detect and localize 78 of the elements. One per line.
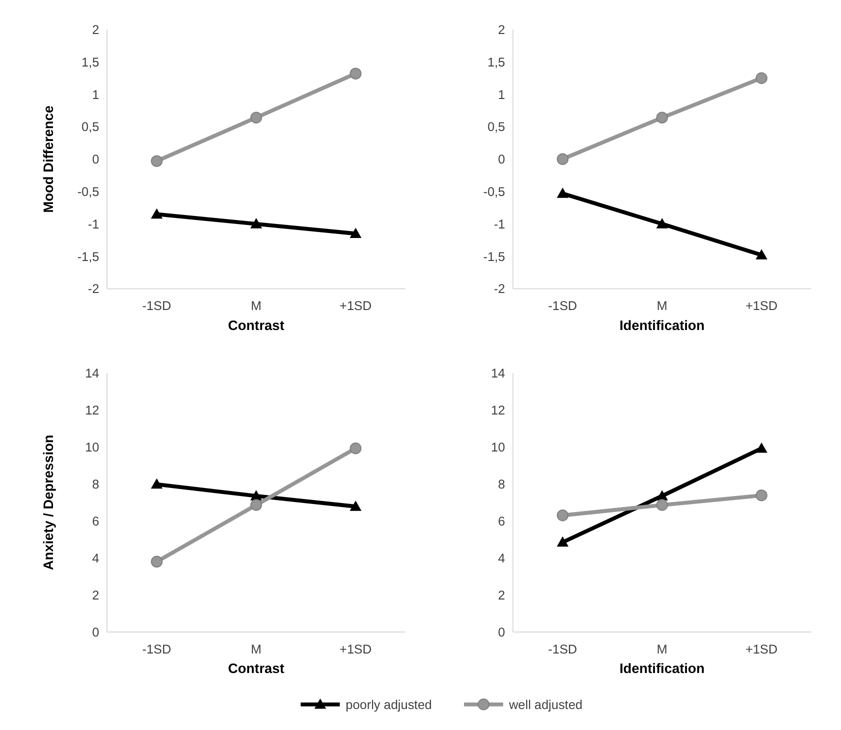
y-tick-label: 1 — [498, 86, 506, 102]
y-tick-label: 0 — [92, 624, 100, 640]
y-tick-label: -1 — [88, 216, 100, 232]
point — [556, 153, 569, 165]
point — [250, 218, 262, 228]
point — [150, 478, 163, 489]
point — [556, 536, 569, 547]
point — [656, 218, 668, 228]
y-tick-label: 2 — [498, 22, 506, 37]
y-tick-label: 1,5 — [82, 54, 100, 70]
point — [350, 500, 362, 511]
x-axis-title: Contrast — [228, 318, 285, 333]
y-tick-label: 4 — [498, 550, 506, 566]
x-tick-label: -1SD — [548, 298, 578, 314]
y-tick-label: 0 — [92, 152, 100, 167]
y-tick-label: 12 — [85, 402, 100, 418]
y-axis-title: Mood Difference — [41, 105, 56, 213]
y-tick-label: 12 — [490, 402, 506, 418]
point — [656, 499, 668, 511]
point — [350, 442, 362, 454]
x-tick-label: -1SD — [142, 298, 172, 314]
y-tick-label: 2 — [498, 587, 506, 602]
y-tick-label: 10 — [490, 439, 506, 454]
point — [756, 249, 768, 260]
point — [350, 228, 362, 238]
point — [656, 112, 668, 124]
x-tick-label: M — [250, 642, 262, 657]
x-tick-label: M — [656, 298, 668, 314]
x-tick-label: M — [250, 298, 262, 314]
y-tick-label: 8 — [498, 476, 506, 492]
y-tick-label: 0 — [498, 624, 506, 640]
x-axis-title: Contrast — [228, 661, 285, 676]
x-tick-label: M — [656, 642, 668, 657]
y-tick-label: -1,5 — [483, 248, 506, 264]
x-tick-label: -1SD — [142, 642, 172, 657]
y-tick-label: -2 — [88, 281, 100, 296]
y-tick-label: 1,5 — [487, 54, 506, 70]
point — [656, 490, 668, 500]
y-tick-label: -1 — [494, 216, 506, 232]
x-axis-title: Identification — [620, 318, 705, 333]
point — [150, 556, 163, 568]
y-tick-label: 14 — [85, 365, 100, 380]
point — [150, 155, 163, 167]
point — [756, 72, 768, 84]
point — [756, 442, 768, 453]
y-tick-label: 0,5 — [82, 119, 100, 134]
y-tick-label: 10 — [85, 439, 100, 454]
y-tick-label: -1,5 — [77, 248, 100, 264]
point — [150, 208, 163, 219]
x-axis-title: Identification — [620, 661, 705, 676]
point — [556, 510, 569, 522]
point — [350, 68, 362, 80]
point — [556, 188, 569, 198]
y-tick-label: 2 — [92, 587, 100, 602]
x-tick-label: +1SD — [340, 642, 372, 657]
point — [250, 499, 262, 511]
y-tick-label: 4 — [92, 550, 100, 566]
point — [756, 490, 768, 502]
y-tick-label: -0,5 — [77, 184, 100, 199]
x-tick-label: +1SD — [340, 298, 372, 314]
y-tick-label: 0,5 — [487, 119, 506, 134]
x-tick-label: -1SD — [548, 642, 578, 657]
y-axis-title: Anxiety / Depression — [41, 434, 56, 570]
x-tick-label: +1SD — [745, 642, 778, 657]
x-tick-label: +1SD — [745, 298, 778, 314]
y-tick-label: 2 — [92, 22, 100, 37]
point — [250, 112, 262, 124]
y-tick-label: 6 — [92, 513, 100, 528]
point — [250, 490, 262, 500]
y-tick-label: 14 — [490, 365, 506, 380]
y-tick-label: -2 — [494, 281, 506, 296]
y-tick-label: 8 — [92, 476, 100, 492]
y-tick-label: 0 — [498, 152, 506, 167]
legend-label: well adjusted — [508, 696, 582, 712]
y-tick-label: 6 — [498, 513, 506, 528]
y-tick-label: -0,5 — [483, 184, 506, 199]
legend-label: poorly adjusted — [346, 696, 432, 712]
y-tick-label: 1 — [92, 86, 100, 102]
